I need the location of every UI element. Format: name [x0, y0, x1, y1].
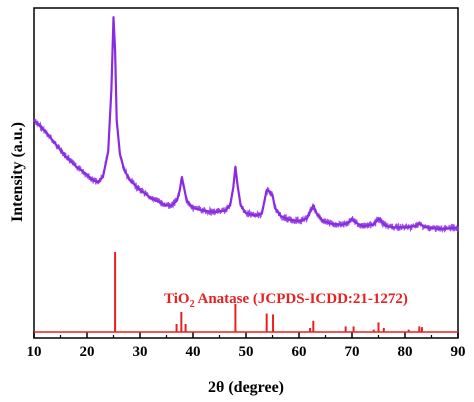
xrd-pattern-noise	[33, 20, 459, 234]
x-tick-label: 40	[186, 344, 201, 360]
x-tick-label: 20	[80, 344, 95, 360]
reference-label-sub: 2	[190, 299, 195, 310]
x-tick-label: 50	[239, 344, 254, 360]
plot-frame	[33, 7, 459, 339]
x-tick-label: 10	[27, 344, 42, 360]
x-tick-label: 80	[398, 344, 413, 360]
x-axis-tick-labels: 10 20 30 40 50 60 70 80 90	[27, 344, 466, 360]
x-axis-ticks	[33, 332, 459, 338]
x-tick-label: 30	[133, 344, 148, 360]
x-axis-label: 2θ (degree)	[208, 379, 284, 396]
x-tick-label: 90	[451, 344, 466, 360]
reference-peaks	[114, 252, 423, 332]
reference-label-rest: Anatase (JCPDS-ICDD:21-1272)	[195, 291, 408, 307]
x-tick-label: 70	[345, 344, 360, 360]
y-axis-label: Intensity (a.u.)	[9, 122, 26, 222]
xrd-pattern-line	[33, 16, 459, 230]
x-tick-label: 60	[292, 344, 307, 360]
reference-label-main: TiO	[164, 291, 190, 307]
reference-label: TiO2 Anatase (JCPDS-ICDD:21-1272)	[164, 291, 408, 310]
